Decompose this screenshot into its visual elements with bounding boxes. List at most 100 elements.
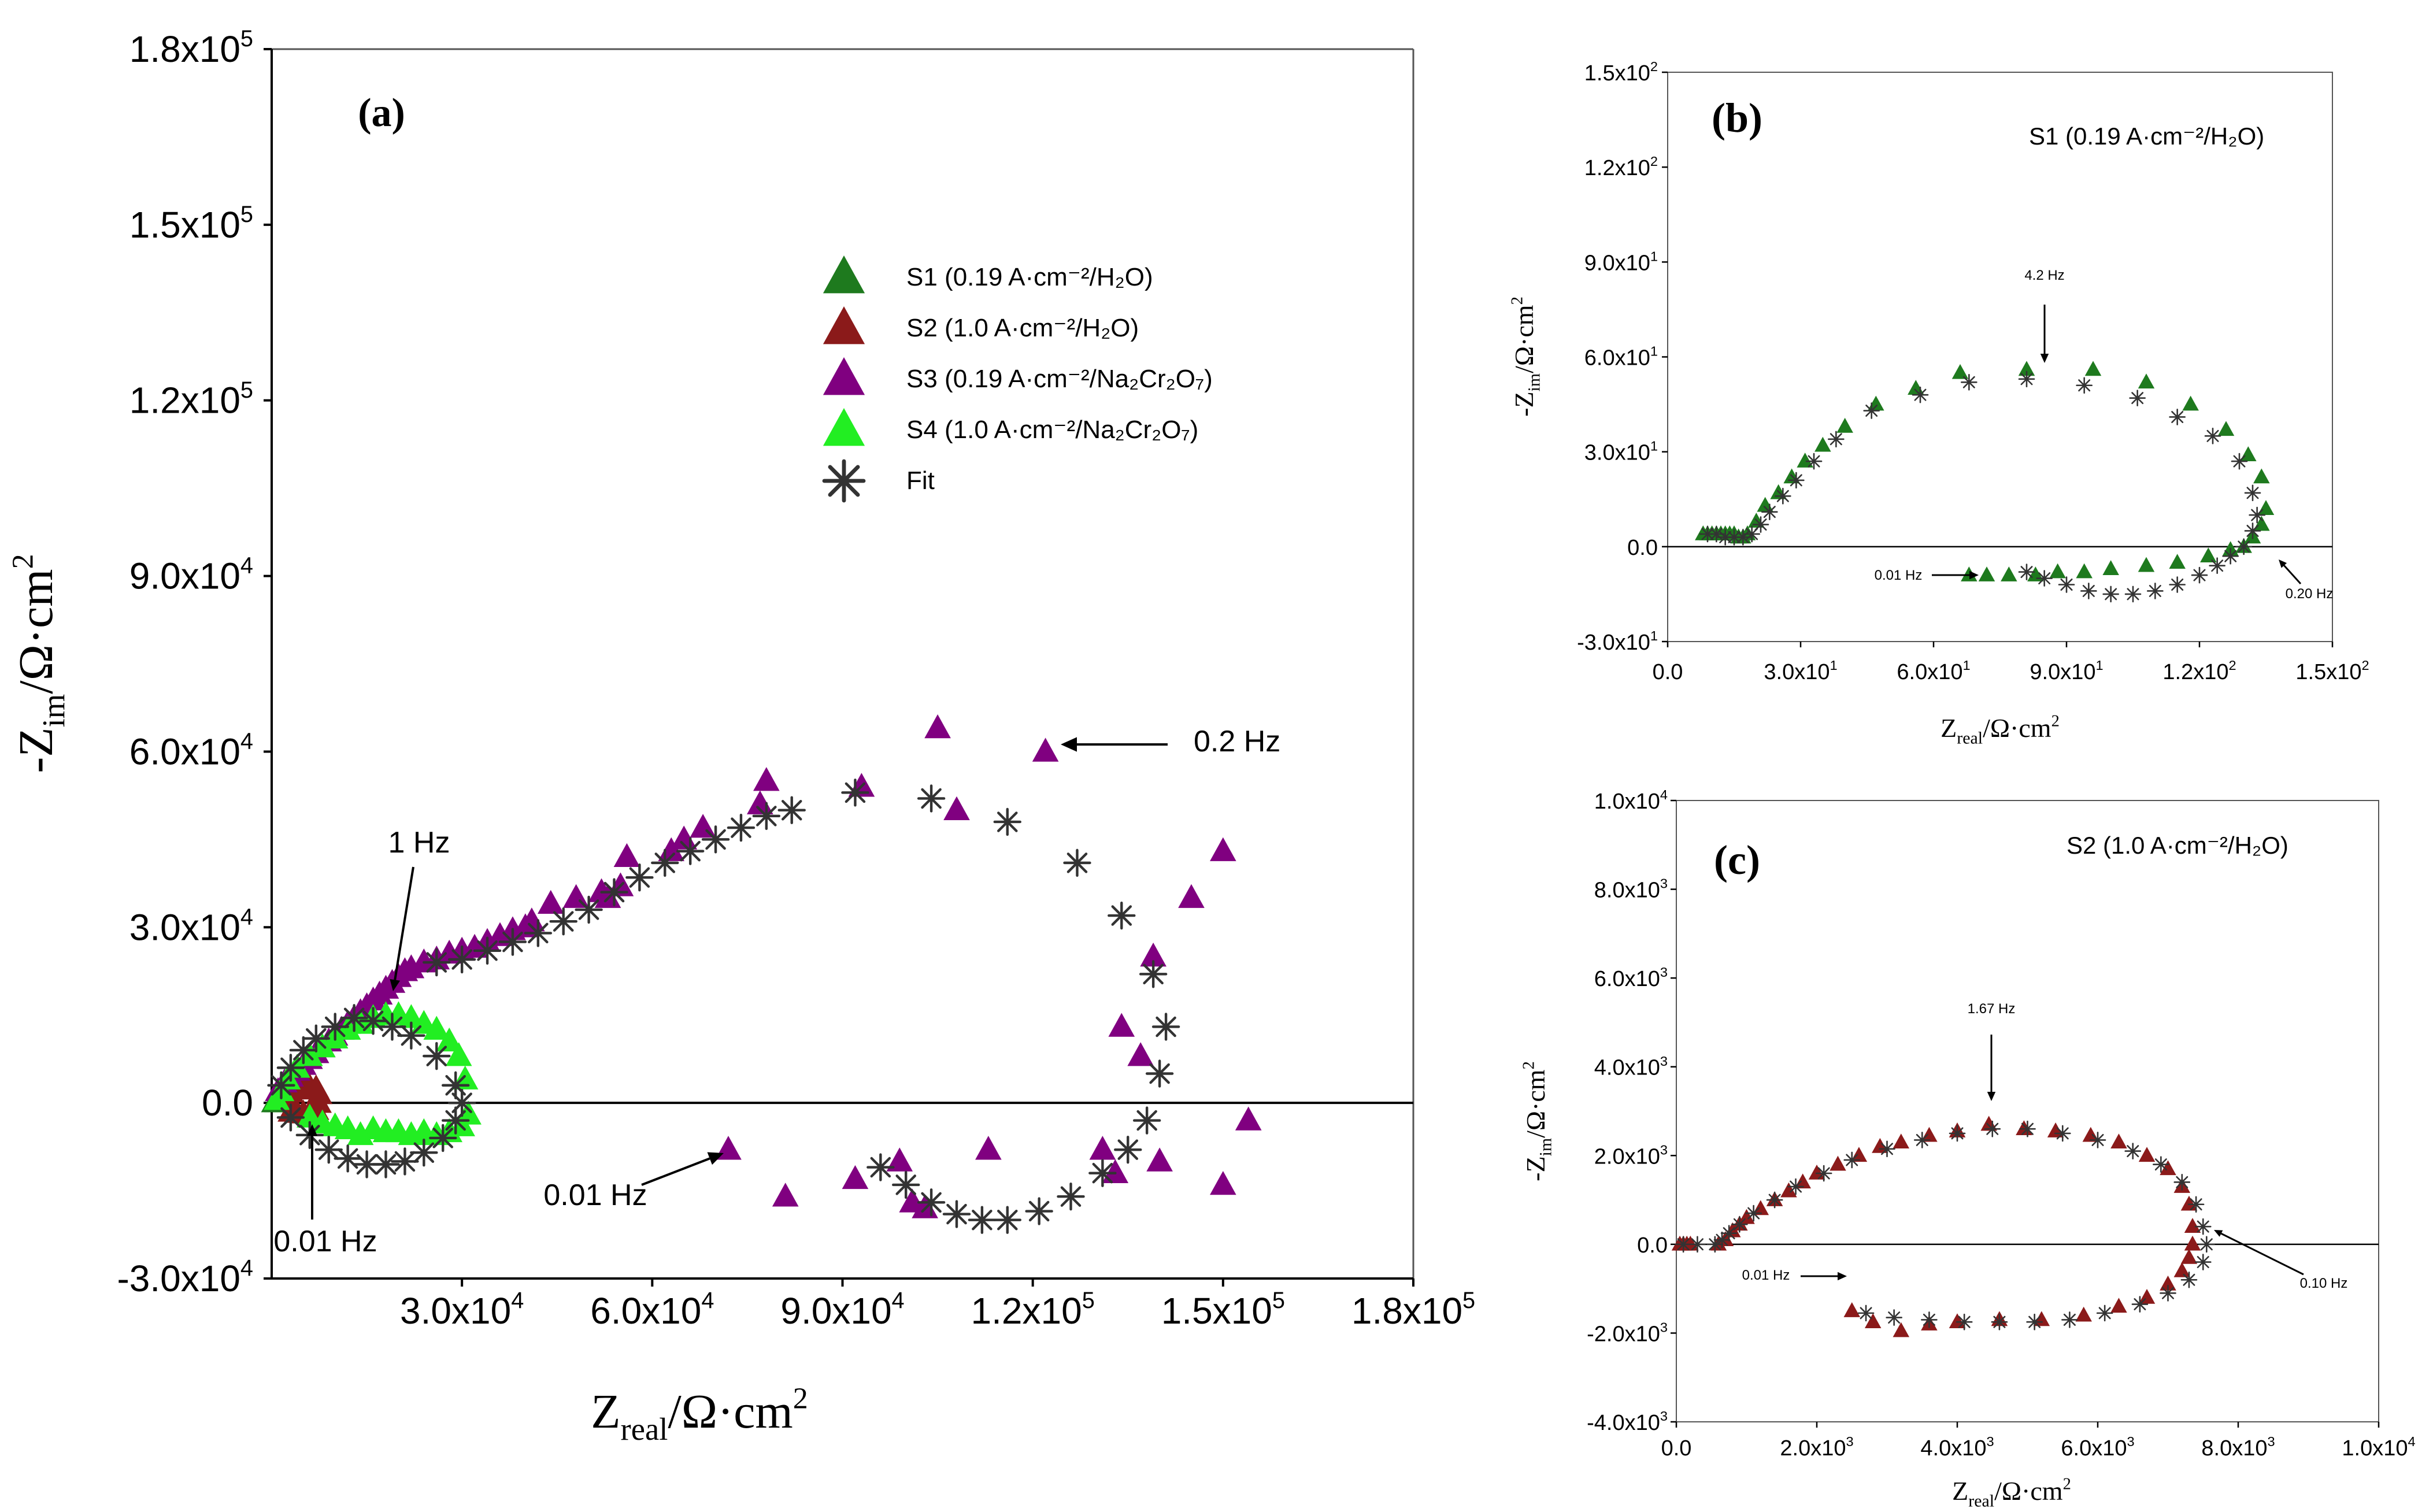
panel-c-point-fit (2089, 1132, 2106, 1148)
panel-c-y-tick-label: 0.0 (1637, 1233, 1668, 1258)
annotation-0-20hz-arrow (2279, 559, 2302, 585)
panel-a-x-tick-label-exponent: 4 (892, 1288, 905, 1313)
panel-a-x-tick-label-exponent: 4 (701, 1288, 714, 1313)
panel-a-point-fit-stroke (756, 806, 777, 827)
panel-a-point-fit-stroke (603, 881, 625, 903)
panel-a-x-tick-label-mantissa: 9.0x10 (780, 1290, 891, 1332)
panel-c-label: (c) (1714, 837, 1760, 883)
panel-a-point-fit-stroke (972, 1209, 993, 1231)
panel-a-point-fit-stroke (1092, 1162, 1113, 1184)
panel-a-point-fit (1139, 960, 1168, 988)
panel-a-point-fit-stroke (375, 1154, 397, 1175)
panel-a-point-fit (1025, 1197, 1053, 1225)
panel-a-point-fit (353, 1150, 381, 1179)
panel-a-point-fit (441, 1106, 470, 1135)
panel-b-point-s1 (1797, 453, 1813, 468)
legend-marker-4-stroke (828, 465, 860, 497)
panel-c-point-fit (1913, 1132, 1931, 1148)
legend-marker-2 (823, 357, 865, 395)
panel-a-point-fit-stroke (337, 1148, 358, 1169)
panel-a-point-s3 (1235, 1106, 1262, 1131)
panel-b-x-tick-label-exponent: 1 (1830, 658, 1837, 673)
panel-c-point-fit (1766, 1191, 1783, 1209)
annotation-0-2hz-arrow-head (1061, 737, 1077, 752)
panel-a-point-s4 (297, 1103, 323, 1128)
panel-a-point-fit-stroke (445, 1110, 466, 1131)
panel-a-y-tick-label: 1.2x105 (129, 377, 253, 421)
panel-c-point-s2 (1864, 1313, 1882, 1329)
panel-c-y-tick-label-exponent: 4 (1660, 787, 1668, 802)
panel-c-x-tick-label: 2.0x103 (1780, 1434, 1853, 1461)
panel-a-point-fit-stroke (502, 931, 523, 953)
panel-b-point-s1 (1978, 566, 1995, 581)
panel-c-point-fit (1886, 1309, 1902, 1326)
annotation-0-01hz: 0.01 Hz (543, 1179, 647, 1212)
panel-b-point-s1 (2217, 421, 2235, 436)
panel-b-y-tick-label-exponent: 2 (1650, 59, 1658, 74)
panel-b-point-fit-stroke (2078, 379, 2091, 392)
panel-a-x-axis-label-unit: /Ω·cm (668, 1385, 793, 1439)
panel-a-point-s3 (842, 1165, 869, 1189)
panel-c-x-tick-label-mantissa: 1.0x10 (2342, 1436, 2408, 1461)
panel-a-y-axis-label: -Zim/Ω·cm2 (6, 554, 71, 773)
panel-a-point-s4 (423, 1016, 450, 1040)
panel-b-x-tick-label-mantissa: 9.0x10 (2030, 660, 2095, 684)
panel-c-point-fit-stroke (2091, 1133, 2104, 1146)
panel-a-point-fit-stroke (1117, 1139, 1139, 1160)
panel-c-annotations: 1.67 Hz 0.01 Hz 0.10 Hz (1742, 1001, 2348, 1291)
panel-a-point-fit (866, 1153, 895, 1181)
annotation-1hz-arrow (390, 866, 414, 991)
panel-c-y-tick-label-exponent: 3 (1660, 965, 1668, 980)
annotation-0-10hz: 0.10 Hz (2300, 1276, 2348, 1291)
panel-b-point-fit (1912, 386, 1929, 403)
legend-marker-1 (823, 306, 865, 344)
panel-c-y-tick-label-mantissa: 0.0 (1637, 1233, 1668, 1258)
panel-a-point-fit-stroke (356, 1154, 377, 1175)
panel-a-point-fit (498, 928, 527, 956)
panel-a-point-fit-stroke (680, 840, 701, 862)
panel-a-y-tick-label: 9.0x104 (129, 553, 253, 597)
panel-b-x-tick-label-exponent: 1 (1962, 658, 1970, 673)
panel-c-point-s2 (2138, 1147, 2156, 1162)
panel-a-point-fit (473, 936, 502, 965)
panel-c-point-s2 (1738, 1209, 1755, 1224)
annotation-4-2hz-arrow (2040, 305, 2049, 363)
panel-a-point-s3 (1140, 942, 1166, 967)
panel-c-point-fit (2124, 1143, 2142, 1159)
panel-a-point-fit-stroke (870, 1157, 891, 1178)
panel-a-point-fit-stroke (362, 1010, 384, 1032)
panel-a-point-fit (314, 1135, 343, 1164)
panel-b-point-fit (2080, 583, 2097, 599)
annotation-1-67hz-arrow (1987, 1035, 1996, 1101)
panel-b-y-tick-label: 1.5x102 (1584, 59, 1658, 86)
panel-c-point-s2 (2138, 1289, 2156, 1304)
panel-a-y-tick-label: 6.0x104 (129, 729, 253, 773)
panel-b-x-tick-label: 9.0x101 (2030, 658, 2103, 684)
panel-b-x-axis-label-unit-exponent: 2 (2051, 713, 2060, 731)
panel-a-point-fit-stroke (1060, 1186, 1082, 1207)
legend-marker-4 (822, 459, 866, 503)
panel-a-y-tick-label-mantissa: 1.2x10 (129, 380, 240, 421)
panel-c-x-tick-label-mantissa: 8.0x10 (2201, 1436, 2267, 1461)
panel-a-point-fit (447, 945, 476, 974)
panel-b-y-tick-label: 9.0x101 (1584, 249, 1658, 275)
panel-b-y-tick-label-mantissa: -3.0x10 (1577, 631, 1650, 655)
panel-b-point-s1 (1951, 364, 1969, 379)
annotation-b-0-01hz: 0.01 Hz (1875, 568, 1923, 583)
panel-a-point-s3 (772, 1183, 799, 1207)
panel-a-point-fit (651, 848, 679, 877)
panel-b-point-fit (2235, 538, 2252, 555)
legend-label-3: S4 (1.0 A·cm⁻²/Na₂Cr₂O₇) (906, 416, 1198, 444)
panel-b-point-fit-stroke (1790, 474, 1802, 487)
panel-b-point-fit (2191, 566, 2208, 584)
panel-c-x-tick-label: 4.0x103 (1920, 1434, 1994, 1461)
panel-b-point-fit (2169, 409, 2186, 425)
panel-c-point-s2 (2110, 1298, 2127, 1313)
panel-c-y-tick-label-exponent: 3 (1660, 1142, 1668, 1157)
panel-c-point-s2 (1780, 1182, 1797, 1198)
panel-a-point-fit-stroke (451, 949, 472, 970)
panel-b-point-s1 (2138, 557, 2155, 572)
panel-a-series-fit (267, 779, 1180, 1234)
panel-b-point-fit-stroke (2105, 588, 2117, 601)
